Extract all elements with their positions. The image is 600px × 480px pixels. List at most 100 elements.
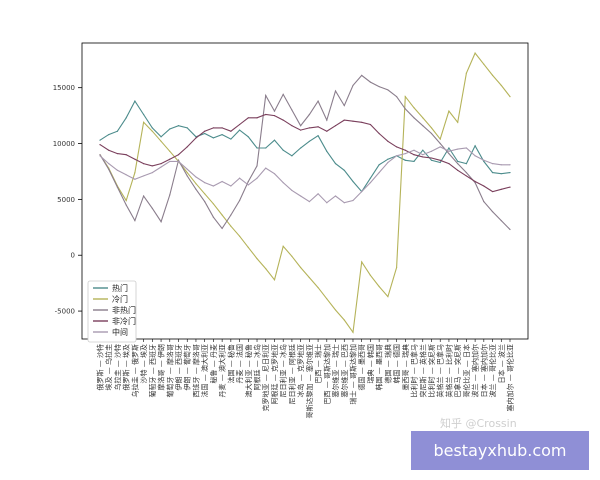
data-point — [422, 154, 424, 156]
data-point — [160, 166, 162, 168]
data-point — [448, 150, 450, 152]
data-point — [116, 169, 119, 171]
data-point — [160, 140, 162, 142]
data-point — [273, 279, 276, 281]
x-tick-label: 乌拉圭 — 俄罗斯 — [130, 344, 139, 397]
data-point — [300, 129, 302, 131]
data-point — [483, 185, 485, 187]
data-point — [300, 195, 302, 197]
data-point — [238, 235, 241, 237]
data-point — [230, 130, 232, 132]
data-point — [439, 146, 441, 148]
data-point — [291, 125, 293, 127]
data-point — [369, 81, 372, 83]
legend-label: 冷门 — [112, 294, 128, 304]
data-point — [430, 157, 433, 159]
data-point — [395, 266, 398, 269]
data-point — [395, 96, 398, 98]
data-point — [413, 107, 415, 109]
data-point — [352, 180, 354, 183]
data-point — [343, 319, 345, 321]
x-tick-label: 瑞典 — 韩国 — [366, 344, 375, 383]
data-point — [177, 125, 180, 127]
data-point — [326, 298, 328, 300]
data-point — [439, 138, 441, 140]
data-point — [247, 180, 249, 183]
x-tick-label: 伊朗 — 西班牙 — [174, 344, 183, 390]
data-point — [465, 175, 467, 177]
series-line-4 — [99, 146, 510, 204]
x-tick-label: 波兰 — 塞内加尔 — [471, 344, 480, 397]
data-point — [116, 130, 119, 132]
data-point — [474, 180, 476, 183]
data-point — [291, 189, 293, 192]
x-tick-label: 丹麦 — 法国 — [235, 344, 244, 383]
x-tick-label: 德国 — 墨西哥 — [357, 344, 366, 390]
data-point — [430, 127, 433, 129]
data-point — [457, 148, 459, 150]
data-point — [491, 171, 494, 174]
data-point — [413, 160, 415, 162]
data-point — [500, 173, 502, 175]
data-point — [143, 113, 145, 116]
data-point — [186, 146, 188, 148]
data-point — [143, 163, 145, 165]
data-point — [195, 183, 197, 185]
data-point — [334, 309, 337, 311]
data-point — [282, 149, 284, 151]
data-point — [334, 125, 337, 127]
data-point — [125, 204, 127, 206]
x-tick-label: 墨西哥 — 瑞典 — [401, 344, 410, 390]
x-tick-label: 澳大利亚 — 秘鲁 — [244, 344, 253, 397]
data-point — [483, 63, 485, 65]
data-point — [116, 186, 119, 188]
data-point — [169, 194, 171, 196]
data-point — [430, 150, 433, 152]
x-tick-label: 突尼斯 — 英格兰 — [418, 344, 427, 397]
data-point — [169, 158, 171, 160]
data-point — [169, 128, 171, 130]
data-point — [361, 261, 363, 263]
data-point — [369, 123, 372, 126]
data-point — [378, 171, 380, 174]
data-point — [509, 171, 511, 174]
data-point — [151, 130, 153, 132]
data-point — [230, 214, 232, 216]
data-point — [265, 94, 267, 97]
data-point — [151, 127, 153, 129]
x-tick-label: 西班牙 — 摩洛哥 — [191, 344, 200, 397]
data-point — [108, 149, 110, 151]
data-point — [317, 193, 319, 195]
data-point — [334, 195, 337, 197]
data-point — [317, 287, 319, 289]
data-point — [238, 123, 241, 126]
data-point — [108, 163, 110, 165]
data-point — [361, 74, 363, 76]
data-point — [361, 190, 363, 193]
data-point — [195, 176, 197, 178]
data-point — [151, 171, 153, 174]
data-point — [465, 163, 467, 165]
data-point — [256, 165, 258, 167]
data-point — [160, 221, 162, 223]
site-banner[interactable]: bestayxhub.com — [411, 431, 589, 470]
data-point — [395, 155, 398, 157]
data-point — [326, 202, 328, 204]
x-tick-label: 德国 — 瑞典 — [383, 344, 392, 383]
data-point — [491, 190, 494, 193]
data-point — [282, 93, 284, 95]
data-point — [448, 163, 450, 165]
data-point — [448, 110, 450, 112]
data-point — [500, 84, 502, 87]
watermark: 知乎 @Crossin — [440, 416, 517, 430]
data-point — [160, 136, 162, 138]
data-point — [387, 158, 389, 160]
x-tick-label: 丹麦 — 澳大利亚 — [218, 344, 227, 397]
data-point — [273, 115, 276, 117]
x-tick-label: 沙特 — 埃及 — [139, 344, 148, 383]
data-point — [317, 126, 319, 128]
legend-label: 热门 — [112, 283, 128, 293]
data-point — [134, 158, 136, 160]
data-point — [474, 155, 476, 157]
